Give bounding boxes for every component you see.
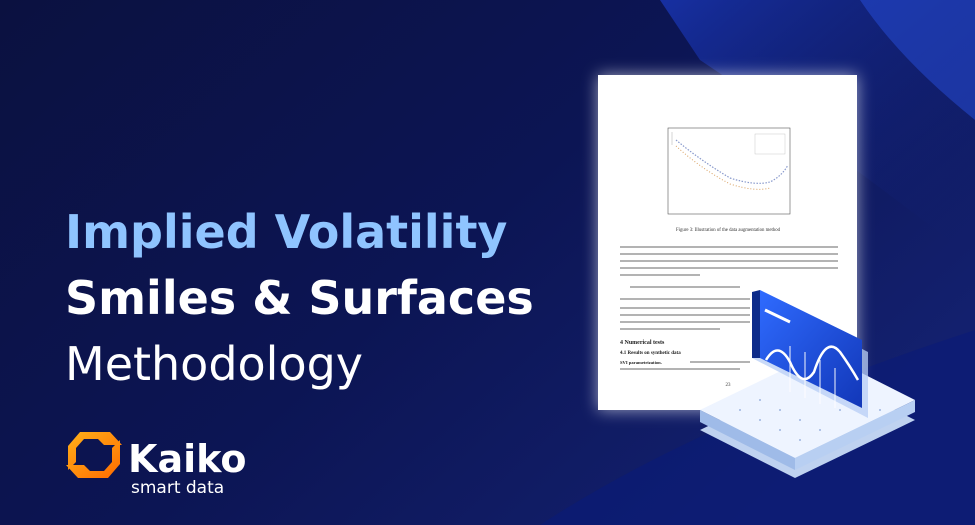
section-heading: 4 Numerical tests xyxy=(620,340,665,346)
headline: Implied Volatility xyxy=(65,205,507,259)
light-streak xyxy=(800,0,975,120)
brand-tagline: smart data xyxy=(131,478,224,498)
subsection-heading: 4.1 Results on synthetic data xyxy=(620,351,681,356)
paper-figure xyxy=(667,127,791,215)
headline: Methodology xyxy=(65,337,363,391)
page-number: 23 xyxy=(726,383,732,388)
brand-name: Kaiko xyxy=(128,437,246,481)
paper-body-text xyxy=(620,246,838,370)
logo-mark xyxy=(66,432,122,478)
isometric-illustration xyxy=(700,290,915,478)
figure-caption: Figure 3: Illustration of the data augme… xyxy=(676,228,781,233)
paragraph-label: SVI parametrization. xyxy=(620,360,662,365)
headline: Smiles & Surfaces xyxy=(65,271,534,325)
